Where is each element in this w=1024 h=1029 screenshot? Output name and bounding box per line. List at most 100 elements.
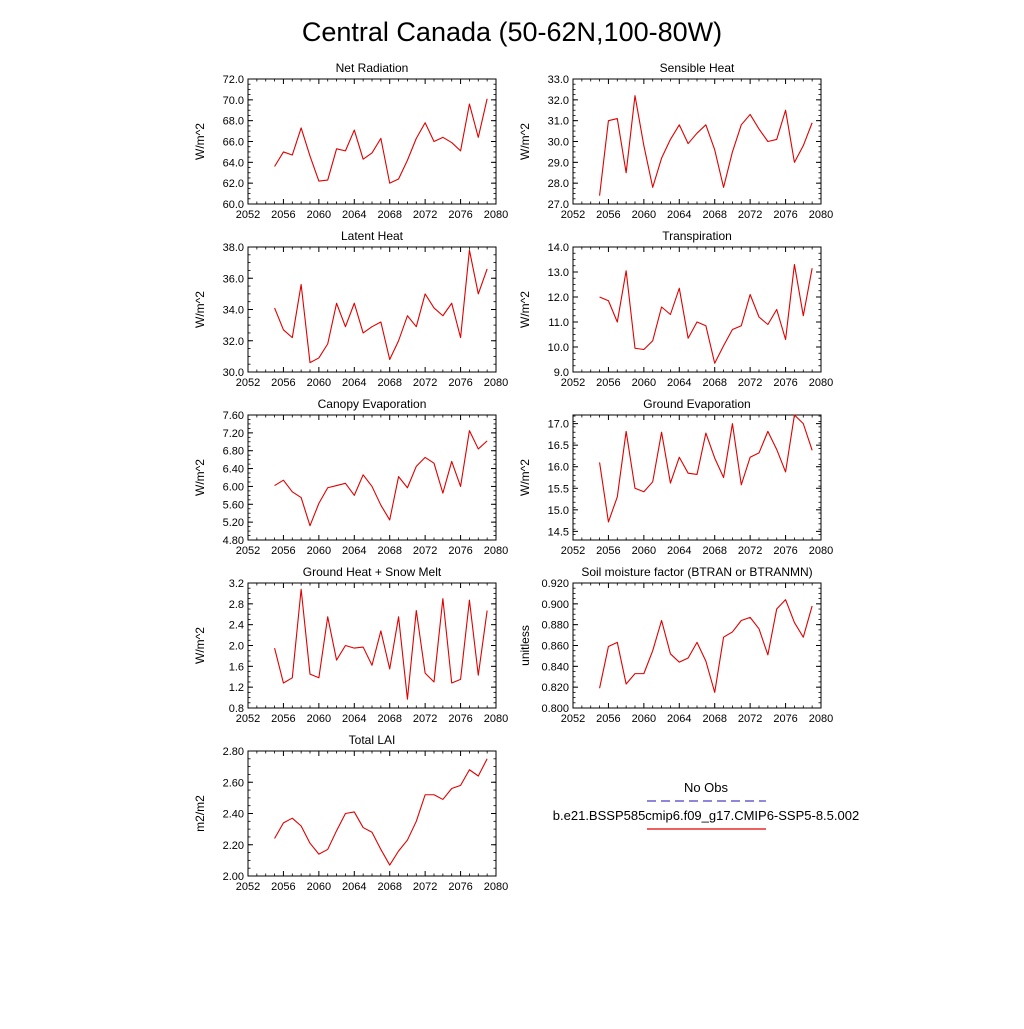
x-tick-label: 2052: [236, 377, 260, 389]
x-tick-label: 2068: [702, 713, 726, 725]
y-tick-label: 1.2: [229, 682, 244, 694]
x-tick-label: 2056: [596, 713, 620, 725]
x-tick-label: 2056: [271, 881, 295, 893]
x-tick-label: 2060: [632, 545, 656, 557]
y-tick-label: 9.0: [554, 367, 569, 379]
y-tick-label: 2.4: [229, 620, 244, 632]
y-tick-label: 13.0: [548, 267, 569, 279]
x-tick-label: 2060: [307, 209, 331, 221]
panel-title: Total LAI: [349, 733, 396, 747]
x-tick-label: 2064: [342, 545, 366, 557]
x-tick-label: 2068: [377, 377, 401, 389]
panel-title: Transpiration: [662, 229, 732, 243]
x-tick-label: 2072: [738, 545, 762, 557]
y-tick-label: 64.0: [223, 157, 244, 169]
x-tick-label: 2060: [632, 713, 656, 725]
x-tick-label: 2056: [271, 545, 295, 557]
x-tick-label: 2068: [702, 545, 726, 557]
x-tick-label: 2056: [596, 545, 620, 557]
series-line: [274, 430, 488, 527]
x-tick-label: 2080: [809, 377, 833, 389]
x-tick-label: 2076: [773, 713, 797, 725]
y-tick-label: 2.60: [223, 777, 244, 789]
legend-model-label: b.e21.BSSP585cmip6.f09_g17.CMIP6-SSP5-8.…: [553, 808, 859, 823]
y-tick-label: 0.8: [229, 703, 244, 715]
panel-4: Transpiration W/m^2 2052 2056 2060 2064 2068 20…: [518, 229, 833, 389]
y-tick-label: 2.0: [229, 641, 244, 653]
plot-frame: [572, 78, 822, 205]
x-tick-label: 2060: [632, 209, 656, 221]
x-tick-label: 2076: [773, 209, 797, 221]
x-tick-label: 2064: [342, 713, 366, 725]
x-tick-label: 2060: [307, 377, 331, 389]
x-tick-label: 2072: [413, 881, 437, 893]
x-tick-label: 2064: [342, 881, 366, 893]
x-tick-label: 2052: [561, 377, 585, 389]
x-tick-label: 2080: [484, 713, 508, 725]
y-tick-label: 60.0: [223, 199, 244, 211]
y-tick-label: 15.0: [548, 505, 569, 517]
x-tick-label: 2072: [413, 209, 437, 221]
x-tick-label: 2052: [236, 209, 260, 221]
x-tick-label: 2080: [484, 881, 508, 893]
y-axis-label: unitless: [518, 625, 532, 666]
plot-frame: [572, 414, 822, 541]
x-tick-label: 2080: [809, 209, 833, 221]
x-tick-label: 2072: [413, 377, 437, 389]
x-tick-label: 2072: [413, 545, 437, 557]
y-tick-label: 2.80: [223, 746, 244, 758]
y-tick-label: 27.0: [548, 199, 569, 211]
x-tick-label: 2064: [667, 545, 691, 557]
x-tick-label: 2056: [271, 713, 295, 725]
x-tick-label: 2064: [667, 713, 691, 725]
panel-title: Net Radiation: [336, 61, 409, 75]
x-tick-label: 2052: [236, 881, 260, 893]
y-tick-label: 4.80: [223, 535, 244, 547]
x-tick-label: 2072: [413, 713, 437, 725]
y-tick-label: 2.8: [229, 599, 244, 611]
x-tick-label: 2080: [809, 713, 833, 725]
x-tick-label: 2052: [561, 713, 585, 725]
y-tick-label: 36.0: [223, 273, 244, 285]
panel-1: Net Radiation W/m^2 2052 2056 2060 2064 2068 20…: [193, 61, 508, 221]
y-tick-label: 0.880: [541, 620, 569, 632]
y-axis-label: W/m^2: [193, 291, 207, 328]
series-line: [274, 588, 488, 700]
y-tick-label: 7.60: [223, 410, 244, 422]
x-tick-label: 2068: [377, 713, 401, 725]
y-axis-label: W/m^2: [518, 291, 532, 328]
panel-title: Ground Evaporation: [643, 397, 750, 411]
y-axis-label: W/m^2: [193, 627, 207, 664]
x-tick-label: 2076: [448, 545, 472, 557]
series-line: [274, 98, 488, 184]
series-line: [599, 263, 813, 364]
y-axis-label: W/m^2: [193, 459, 207, 496]
x-tick-label: 2076: [448, 209, 472, 221]
y-tick-label: 5.20: [223, 517, 244, 529]
plot-frame: [247, 78, 497, 205]
legend: No Obs b.e21.BSSP585cmip6.f09_g17.CMIP6-…: [553, 780, 859, 830]
x-tick-label: 2068: [377, 545, 401, 557]
x-tick-label: 2052: [236, 713, 260, 725]
x-tick-label: 2060: [307, 881, 331, 893]
y-axis-label: W/m^2: [518, 123, 532, 160]
y-tick-label: 62.0: [223, 178, 244, 190]
panel-title: Sensible Heat: [660, 61, 735, 75]
x-tick-label: 2080: [809, 545, 833, 557]
x-tick-label: 2068: [377, 209, 401, 221]
panel-6: Ground Evaporation W/m^2 2052 2056 2060 2064 2…: [518, 397, 833, 557]
y-tick-label: 31.0: [548, 116, 569, 128]
x-tick-label: 2052: [236, 545, 260, 557]
panel-8: Soil moisture factor (BTRAN or BTRANMN) u…: [518, 565, 833, 725]
y-tick-label: 66.0: [223, 137, 244, 149]
panel-title: Latent Heat: [341, 229, 404, 243]
y-tick-label: 68.0: [223, 116, 244, 128]
page-title: Central Canada (50-62N,100-80W): [302, 17, 722, 47]
y-tick-label: 16.0: [548, 462, 569, 474]
plot-frame: [247, 582, 497, 709]
y-tick-label: 3.2: [229, 578, 244, 590]
x-tick-label: 2068: [377, 881, 401, 893]
y-tick-label: 6.80: [223, 446, 244, 458]
y-tick-label: 5.60: [223, 499, 244, 511]
